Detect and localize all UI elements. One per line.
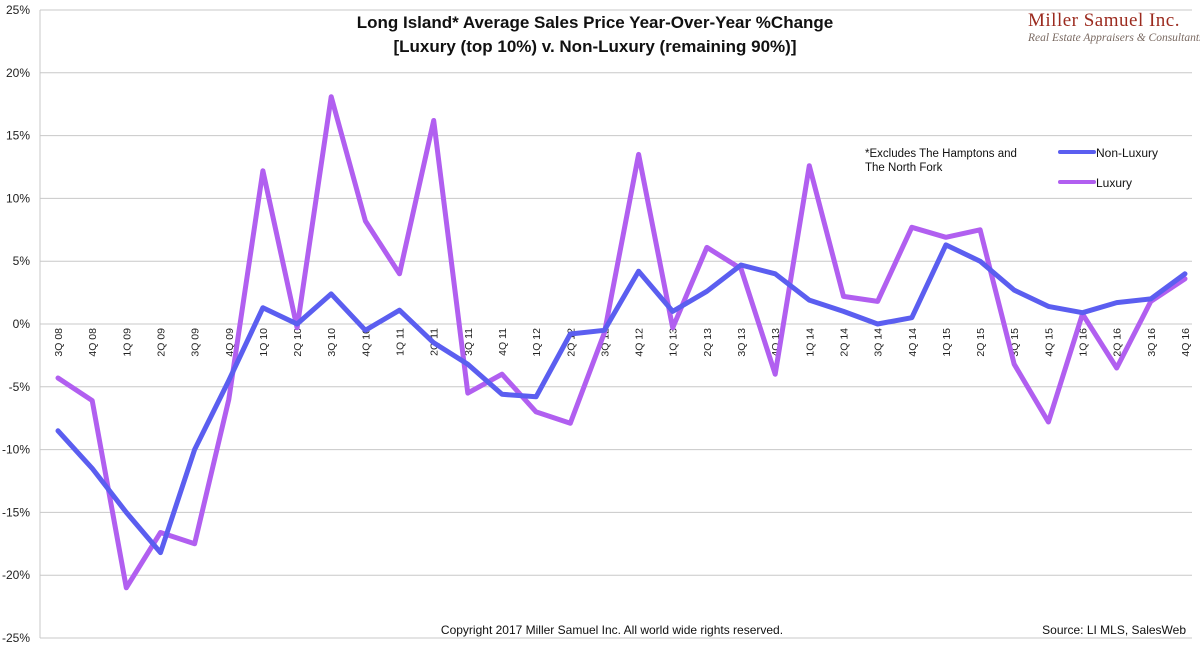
copyright-text: Copyright 2017 Miller Samuel Inc. All wo… bbox=[441, 623, 783, 637]
x-tick-label: 2Q 15 bbox=[975, 328, 987, 357]
y-tick-label: -20% bbox=[2, 568, 30, 582]
brand-logo: Miller Samuel Inc. Real Estate Appraiser… bbox=[1027, 10, 1200, 44]
x-tick-label: 3Q 16 bbox=[1146, 328, 1158, 357]
legend-label-luxury: Luxury bbox=[1096, 176, 1132, 190]
x-tick-label: 2Q 14 bbox=[838, 328, 850, 357]
x-tick-label: 4Q 11 bbox=[497, 328, 509, 356]
y-tick-label: -10% bbox=[2, 443, 30, 457]
series-line-non-luxury bbox=[55, 242, 1188, 556]
y-tick-label: 10% bbox=[6, 191, 30, 205]
x-tick-label: 1Q 09 bbox=[121, 328, 133, 357]
x-tick-label: 4Q 16 bbox=[1180, 328, 1192, 357]
y-tick-label: 20% bbox=[6, 66, 30, 80]
y-tick-label: 15% bbox=[6, 129, 30, 143]
y-axis-ticks: 25% 20% 15% 10% 5% 0% -5% -10% -15% -20% -25% bbox=[2, 3, 30, 645]
x-tick-label: 4Q 10 bbox=[360, 328, 372, 357]
x-tick-label: 1Q 15 bbox=[941, 328, 953, 357]
y-tick-label: -15% bbox=[2, 505, 30, 519]
brand-tagline: Real Estate Appraisers & Consultants bbox=[1027, 32, 1200, 44]
x-tick-label: 2Q 10 bbox=[292, 328, 304, 357]
chart-title: Long Island* Average Sales Price Year-Ov… bbox=[357, 13, 834, 32]
x-tick-label: 1Q 11 bbox=[395, 328, 407, 356]
y-tick-label: -25% bbox=[2, 631, 30, 645]
footnote-line-2: The North Fork bbox=[865, 162, 943, 174]
legend-label-non-luxury: Non-Luxury bbox=[1096, 146, 1158, 160]
x-tick-label: 4Q 09 bbox=[224, 328, 236, 357]
x-tick-label: 1Q 12 bbox=[531, 328, 543, 357]
legend: Non-Luxury Luxury bbox=[1058, 146, 1158, 190]
y-tick-label: 25% bbox=[6, 3, 30, 17]
series-line-luxury bbox=[55, 94, 1188, 591]
y-tick-label: -5% bbox=[9, 380, 31, 394]
x-tick-label: 2Q 16 bbox=[1112, 328, 1124, 357]
x-tick-label: 3Q 14 bbox=[873, 328, 885, 357]
x-tick-label: 3Q 08 bbox=[53, 328, 65, 357]
x-tick-label: 2Q 13 bbox=[702, 328, 714, 357]
x-tick-label: 1Q 14 bbox=[804, 328, 816, 357]
x-tick-label: 4Q 14 bbox=[907, 328, 919, 357]
x-tick-label: 4Q 15 bbox=[1043, 328, 1055, 357]
x-tick-label: 4Q 12 bbox=[634, 328, 646, 357]
x-tick-label: 1Q 13 bbox=[668, 328, 680, 357]
x-tick-label: 2Q 09 bbox=[155, 328, 167, 357]
series-lines bbox=[55, 94, 1188, 591]
x-axis-ticks: 3Q 08 4Q 08 1Q 09 2Q 09 3Q 09 4Q 09 1Q 10 2Q 10… bbox=[53, 328, 1192, 357]
brand-name: Miller Samuel Inc. bbox=[1028, 10, 1180, 31]
y-tick-label: 5% bbox=[13, 254, 31, 268]
x-tick-label: 3Q 13 bbox=[736, 328, 748, 357]
x-tick-label: 4Q 08 bbox=[87, 328, 99, 357]
source-text: Source: LI MLS, SalesWeb bbox=[1042, 623, 1186, 637]
x-tick-label: 1Q 10 bbox=[258, 328, 270, 357]
x-tick-label: 3Q 11 bbox=[463, 328, 475, 356]
chart-subtitle: [Luxury (top 10%) v. Non-Luxury (remaini… bbox=[393, 37, 796, 56]
footnote-line-1: *Excludes The Hamptons and bbox=[865, 148, 1017, 160]
x-tick-label: 3Q 09 bbox=[190, 328, 202, 357]
x-tick-label: 1Q 16 bbox=[1078, 328, 1090, 357]
y-tick-label: 0% bbox=[13, 317, 31, 331]
grid-lines bbox=[39, 9, 1192, 639]
x-tick-label: 3Q 10 bbox=[326, 328, 338, 357]
